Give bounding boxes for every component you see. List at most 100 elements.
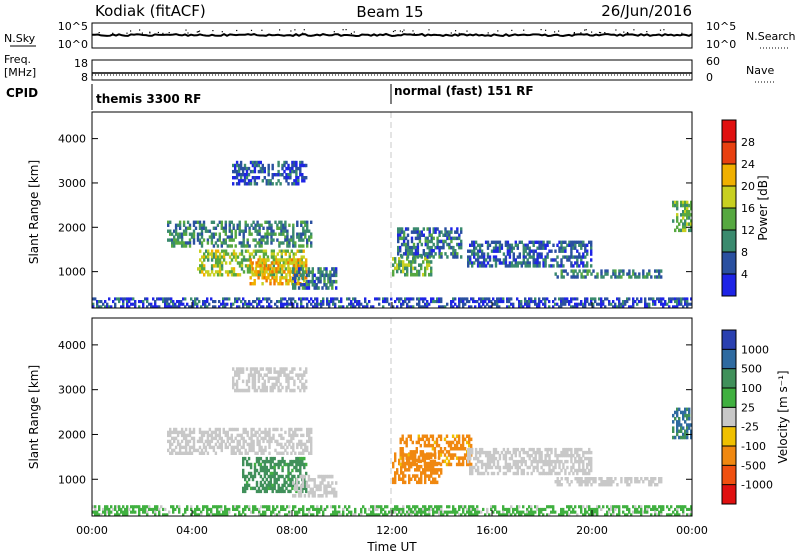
velocity-cell: [287, 468, 290, 473]
velocity-cell: [252, 507, 255, 511]
velocity-cell: [472, 505, 475, 509]
cpid-mode-2: normal (fast) 151 RF: [394, 84, 534, 98]
velocity-cell: [439, 450, 443, 454]
power-cell: [307, 270, 311, 274]
power-cell: [616, 305, 619, 309]
power-cell: [289, 261, 292, 265]
velocity-cell: [204, 430, 208, 435]
velocity-cell: [427, 453, 431, 457]
velocity-cell: [266, 433, 269, 438]
power-cell: [512, 255, 515, 259]
velocity-cell: [132, 505, 135, 509]
power-cell: [282, 241, 285, 245]
power-cell: [289, 276, 292, 280]
velocity-cell: [288, 442, 291, 447]
power-cell: [610, 302, 613, 306]
velocity-cell: [398, 458, 401, 463]
velocity-cell: [190, 445, 194, 450]
power-cell: [252, 226, 255, 230]
power-cell: [202, 226, 206, 230]
power-cell: [602, 275, 605, 279]
power-cell: [580, 258, 583, 262]
velocity-cell: [305, 471, 308, 476]
power-cell: [212, 220, 216, 224]
power-cell: [554, 302, 557, 306]
velocity-cell: [188, 451, 192, 455]
velocity-cell: [169, 439, 172, 444]
velocity-cell: [686, 423, 689, 427]
power-cell: [471, 252, 474, 256]
power-cell: [263, 264, 266, 268]
velocity-colorbar-segment: [722, 349, 736, 370]
power-cell: [273, 282, 276, 286]
power-cell: [532, 243, 535, 247]
velocity-cell: [461, 462, 465, 467]
nsearch-dot: [333, 31, 335, 33]
power-cell: [332, 297, 335, 301]
power-cell: [504, 240, 508, 244]
power-cell: [224, 220, 227, 224]
velocity-cell: [508, 456, 512, 461]
power-cell: [248, 264, 252, 268]
power-cell: [254, 300, 257, 304]
velocity-cell: [516, 510, 519, 514]
power-cell: [408, 305, 411, 309]
power-cell: [410, 245, 414, 250]
power-cell: [182, 232, 186, 236]
power-cell: [240, 241, 243, 245]
velocity-cell: [241, 367, 245, 371]
velocity-cell: [548, 456, 551, 461]
nsky-panel-frame: [91, 22, 693, 49]
power-cell: [210, 232, 214, 236]
velocity-cell: [242, 456, 245, 461]
velocity-cell: [512, 471, 515, 476]
velocity-cell: [237, 373, 241, 377]
power-cell: [297, 270, 301, 274]
velocity-cell: [286, 439, 289, 444]
velocity-cell: [660, 480, 663, 484]
power-cell: [329, 276, 332, 281]
velocity-cell: [232, 451, 235, 455]
power-cell: [253, 270, 256, 274]
velocity-cell: [429, 443, 433, 448]
power-cell: [644, 297, 647, 301]
power-cell: [317, 286, 320, 290]
power-cell: [300, 232, 303, 236]
power-cell: [366, 305, 369, 309]
velocity-cell: [253, 379, 257, 384]
power-cell: [618, 305, 621, 309]
velocity-cell: [422, 468, 425, 472]
power-cell: [496, 300, 499, 304]
power-cell: [272, 273, 275, 277]
velocity-cell: [384, 505, 387, 509]
velocity-cell: [299, 388, 302, 393]
velocity-cell: [244, 448, 247, 453]
velocity-cell: [235, 385, 239, 390]
power-cell: [476, 264, 480, 268]
velocity-ytick-label: 1000: [58, 473, 86, 486]
velocity-cell: [516, 447, 519, 452]
power-cell: [632, 272, 635, 276]
velocity-cell: [242, 468, 245, 473]
velocity-cell: [184, 448, 188, 453]
power-cell: [426, 227, 429, 231]
velocity-cell: [636, 507, 639, 511]
velocity-cell: [228, 507, 231, 511]
velocity-cell: [417, 456, 420, 460]
power-cell: [301, 160, 304, 165]
velocity-cell: [302, 442, 305, 447]
velocity-cell: [630, 480, 633, 484]
velocity-cell: [650, 480, 653, 484]
velocity-cell: [544, 459, 547, 464]
velocity-cell: [562, 453, 565, 458]
velocity-cell: [430, 507, 433, 511]
velocity-cell: [206, 433, 210, 438]
velocity-cell: [259, 489, 263, 494]
power-cell: [450, 252, 453, 256]
power-cell: [572, 305, 575, 309]
velocity-cell: [572, 507, 575, 511]
power-cell: [494, 264, 498, 268]
power-cell: [196, 232, 200, 236]
power-cell: [520, 305, 523, 309]
power-cell: [212, 255, 216, 259]
